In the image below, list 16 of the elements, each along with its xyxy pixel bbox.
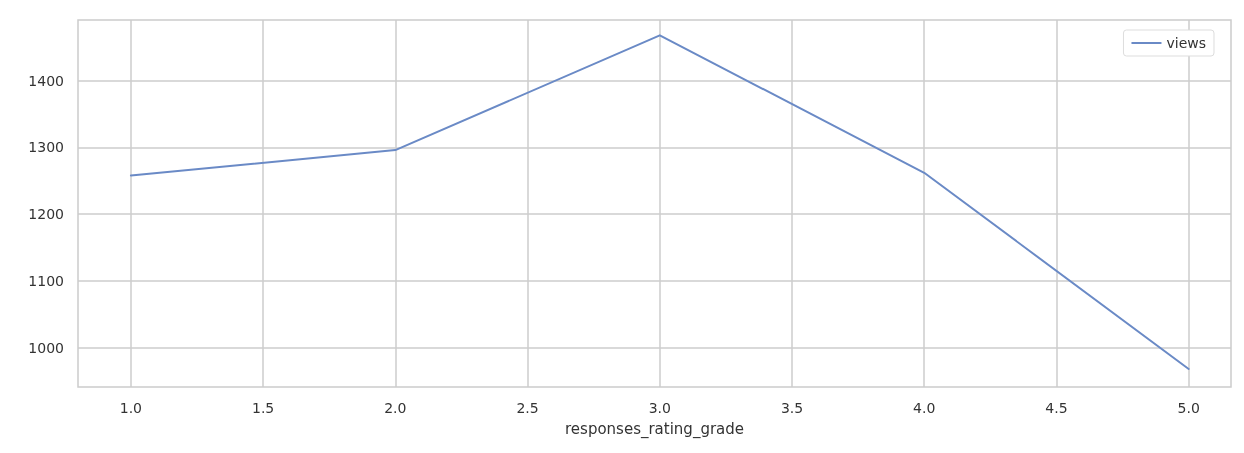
x-tick-label: 2.5 [516, 400, 539, 416]
x-tick-label: 1.5 [251, 400, 275, 416]
x-tick-label: 4.5 [1045, 400, 1068, 416]
x-tick-label: 4.0 [913, 400, 936, 416]
x-tick-label: 3.5 [780, 400, 804, 416]
legend-label: views [1166, 35, 1207, 51]
y-tick-label: 1400 [28, 72, 64, 89]
y-tick-label: 1100 [28, 272, 64, 289]
x-tick-label: 2.0 [384, 400, 407, 416]
y-tick-label: 1200 [28, 206, 64, 223]
y-tick-label: 1300 [28, 139, 64, 156]
x-axis-title: responses_rating_grade [564, 419, 745, 439]
x-tick-label: 3.0 [648, 400, 671, 416]
x-tick-label: 1.0 [119, 400, 143, 416]
x-tick-label: 5.0 [1177, 400, 1200, 416]
y-tick-label: 1000 [28, 339, 64, 356]
